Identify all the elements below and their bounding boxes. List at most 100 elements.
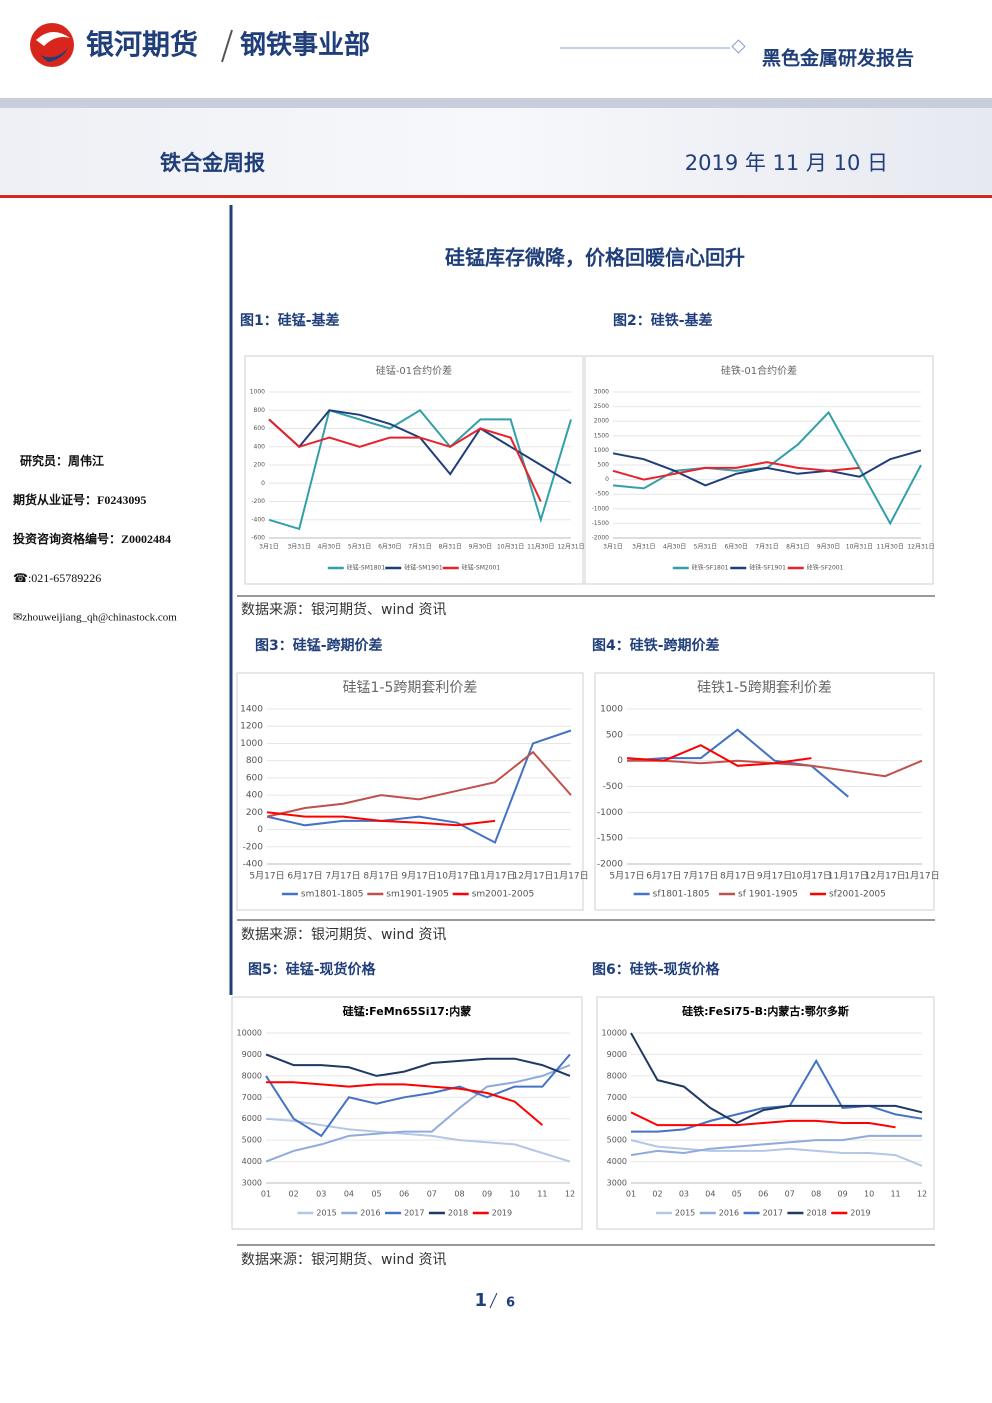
y-tick-label: 5000 bbox=[607, 1136, 627, 1145]
figure-caption: 图3：硅锰-跨期价差 bbox=[255, 637, 383, 654]
x-tick-label: 8月17日 bbox=[363, 871, 398, 882]
x-tick-label: 03 bbox=[316, 1190, 326, 1199]
y-tick-label: 400 bbox=[246, 791, 263, 801]
red-rule bbox=[0, 195, 992, 198]
report-type: 黑色金属研发报告 bbox=[762, 47, 914, 70]
y-tick-label: 2000 bbox=[594, 418, 609, 425]
y-tick-label: 200 bbox=[246, 808, 263, 818]
series-line bbox=[630, 1139, 923, 1167]
legend-label: sf2001-2005 bbox=[829, 890, 886, 900]
department: 钢铁事业部 bbox=[240, 30, 370, 61]
y-tick-label: 1000 bbox=[250, 389, 265, 396]
x-tick-label: 7月31日 bbox=[408, 544, 431, 551]
series-line bbox=[268, 418, 542, 502]
legend-label: 硅锰-SM1901 bbox=[404, 564, 443, 572]
y-tick-label: 3000 bbox=[242, 1179, 262, 1188]
logo bbox=[30, 23, 74, 67]
y-tick-label: 3000 bbox=[594, 389, 609, 396]
x-tick-label: 3月31日 bbox=[287, 544, 310, 551]
chart: 硅铁:FeSi75-B:内蒙古:鄂尔多斯 3000 4000 5000 6000 7000… bbox=[596, 996, 935, 1230]
chart-title: 硅锰1-5跨期套利价差 bbox=[343, 680, 478, 696]
x-tick-label: 11 bbox=[537, 1190, 547, 1199]
figure-caption: 图4：硅铁-跨期价差 bbox=[592, 637, 720, 654]
x-tick-label: 9月17日 bbox=[757, 871, 792, 882]
series-line bbox=[630, 1111, 896, 1129]
y-tick-label: 1500 bbox=[594, 432, 609, 439]
y-tick-label: -200 bbox=[243, 842, 264, 852]
y-tick-label: 8000 bbox=[242, 1071, 262, 1080]
data-source: 数据来源：银河期货、wind 资讯 bbox=[241, 1251, 447, 1268]
series-line bbox=[631, 1058, 923, 1133]
x-tick-label: 9月30日 bbox=[817, 544, 840, 551]
x-tick-label: 11月17日 bbox=[475, 871, 516, 882]
x-tick-label: 12 bbox=[917, 1190, 927, 1199]
analyst: 研究员：周伟江 bbox=[20, 453, 104, 468]
y-tick-label: -500 bbox=[595, 491, 609, 498]
legend-label: sm2001-2005 bbox=[472, 890, 535, 900]
report-name: 铁合金周报 bbox=[160, 151, 265, 175]
x-tick-label: 09 bbox=[482, 1190, 492, 1199]
y-tick-label: 2500 bbox=[594, 403, 609, 410]
x-tick-label: 04 bbox=[344, 1190, 354, 1199]
chart-title: 硅铁1-5跨期套利价差 bbox=[697, 680, 832, 696]
legend-label: 2017 bbox=[763, 1209, 783, 1218]
x-tick-label: 07 bbox=[427, 1190, 437, 1199]
y-tick-label: -1500 bbox=[592, 520, 610, 527]
legend-label: 2019 bbox=[492, 1209, 512, 1218]
legend-label: 2015 bbox=[316, 1209, 336, 1218]
legend-label: 2017 bbox=[404, 1209, 424, 1218]
legend-label: 2018 bbox=[806, 1209, 826, 1218]
series-line bbox=[266, 729, 572, 844]
x-tick-label: 9月30日 bbox=[469, 544, 492, 551]
figure-caption: 图2：硅铁-基差 bbox=[613, 312, 713, 329]
x-tick-label: 08 bbox=[454, 1190, 464, 1199]
series-line bbox=[265, 1053, 571, 1077]
y-tick-label: 400 bbox=[254, 443, 266, 450]
y-tick-label: 7000 bbox=[607, 1093, 627, 1102]
chart: 硅铁1-5跨期套利价差 -2000 -1500 -1000 -500 0 500 1000 5月… bbox=[594, 672, 940, 911]
y-tick-label: 7000 bbox=[242, 1093, 262, 1102]
series-line bbox=[630, 1134, 922, 1157]
x-tick-label: 12月31日 bbox=[557, 544, 584, 551]
y-tick-label: 600 bbox=[246, 773, 263, 783]
email: ✉zhouweijiang_qh@chinastock.com bbox=[13, 612, 177, 624]
x-tick-label: 5月31日 bbox=[694, 544, 717, 551]
chart: 硅铁-01合约价差 -2000 -1500 -1000 -500 0 500 1000 1500… bbox=[584, 355, 935, 585]
header-diamond bbox=[731, 39, 746, 54]
x-tick-label: 04 bbox=[705, 1190, 715, 1199]
y-tick-label: 10000 bbox=[602, 1029, 627, 1038]
y-tick-label: -1000 bbox=[592, 505, 610, 512]
x-tick-label: 1月17日 bbox=[553, 871, 588, 882]
y-tick-label: 200 bbox=[254, 462, 266, 469]
series-line bbox=[266, 811, 496, 827]
legend-label: 硅锰-SM1801 bbox=[347, 564, 386, 572]
x-tick-label: 02 bbox=[652, 1190, 662, 1199]
x-tick-label: 11月30日 bbox=[527, 544, 554, 551]
page-slash bbox=[489, 1292, 498, 1309]
x-tick-label: 10月31日 bbox=[497, 544, 524, 551]
x-tick-label: 10月17日 bbox=[791, 871, 832, 882]
x-tick-label: 4月30日 bbox=[318, 544, 341, 551]
chart-title: 硅铁:FeSi75-B:内蒙古:鄂尔多斯 bbox=[682, 1004, 849, 1018]
x-tick-label: 02 bbox=[289, 1190, 299, 1199]
chart-title: 硅铁-01合约价差 bbox=[721, 364, 797, 377]
x-tick-label: 11 bbox=[890, 1190, 900, 1199]
report-date: 2019 年 11 月 10 日 bbox=[685, 151, 888, 175]
y-tick-label: -1500 bbox=[597, 834, 623, 844]
x-tick-label: 10 bbox=[510, 1190, 520, 1199]
x-tick-label: 12月17日 bbox=[865, 871, 906, 882]
x-tick-label: 09 bbox=[838, 1190, 848, 1199]
y-tick-label: 800 bbox=[246, 756, 263, 766]
headline: 硅锰库存微降，价格回暖信心回升 bbox=[445, 246, 745, 270]
y-tick-label: 500 bbox=[606, 730, 623, 740]
y-tick-label: 4000 bbox=[242, 1157, 262, 1166]
series-line bbox=[265, 1064, 571, 1163]
x-tick-label: 12月31日 bbox=[907, 544, 934, 551]
y-tick-label: -500 bbox=[603, 782, 624, 792]
y-tick-label: 1400 bbox=[240, 705, 263, 715]
y-tick-label: -1000 bbox=[597, 808, 623, 818]
y-tick-label: 5000 bbox=[242, 1136, 262, 1145]
x-tick-label: 01 bbox=[626, 1190, 636, 1199]
legend-label: sm1901-1905 bbox=[386, 890, 449, 900]
